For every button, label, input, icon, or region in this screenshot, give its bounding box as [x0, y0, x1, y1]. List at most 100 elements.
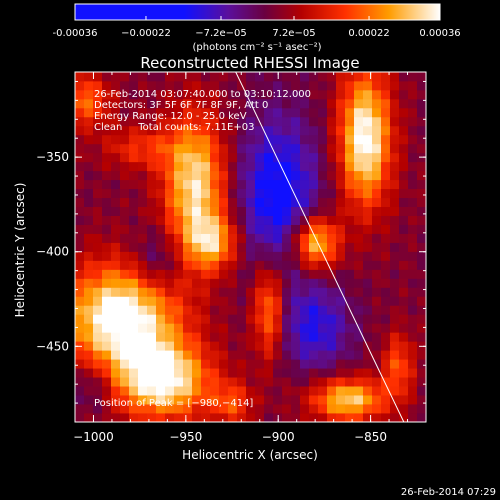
heatmap-cell	[399, 260, 409, 270]
heatmap-cell	[147, 233, 157, 243]
heatmap-cell	[201, 179, 211, 190]
heatmap-cell	[84, 296, 94, 306]
heatmap-cell	[147, 197, 157, 208]
heatmap-cell	[246, 305, 256, 315]
heatmap-cell	[102, 350, 112, 360]
heatmap-cell	[174, 368, 184, 378]
heatmap-cell	[102, 395, 112, 405]
heatmap-cell	[327, 395, 337, 405]
heatmap-cell	[183, 350, 193, 360]
heatmap-cell	[345, 233, 355, 243]
heatmap-cell	[336, 125, 346, 136]
heatmap-cell	[408, 251, 418, 261]
heatmap-cell	[336, 161, 346, 172]
heatmap-cell	[300, 314, 310, 324]
heatmap-cell	[156, 377, 166, 387]
annotation-time-range: 26-Feb-2014 03:07:40.000 to 03:10:12.000	[94, 89, 311, 100]
heatmap-cell	[246, 350, 256, 360]
heatmap-cell	[120, 314, 130, 324]
heatmap-cell	[156, 287, 166, 297]
heatmap-cell	[381, 125, 391, 136]
heatmap-cell	[120, 143, 130, 154]
heatmap-cell	[264, 72, 274, 82]
heatmap-cell	[111, 98, 121, 109]
heatmap-cell	[264, 278, 274, 288]
heatmap-cell	[219, 233, 229, 243]
heatmap-cell	[417, 197, 426, 208]
heatmap-cell	[381, 269, 391, 279]
heatmap-cell	[372, 314, 382, 324]
heatmap-cell	[408, 233, 418, 243]
heatmap-cell	[390, 287, 400, 297]
heatmap-cell	[75, 269, 85, 279]
heatmap-cell	[273, 368, 283, 378]
heatmap-cell	[228, 134, 238, 145]
heatmap-cell	[354, 305, 364, 315]
heatmap-cell	[228, 386, 238, 396]
heatmap-cell	[219, 161, 229, 172]
heatmap-cell	[309, 197, 319, 208]
heatmap-cell	[174, 332, 184, 342]
heatmap-cell	[165, 107, 175, 118]
heatmap-cell	[165, 98, 175, 109]
heatmap-cell	[228, 161, 238, 172]
heatmap-cell	[174, 233, 184, 243]
heatmap-cell	[237, 80, 247, 91]
heatmap-cell	[291, 215, 301, 225]
heatmap-cell	[156, 332, 166, 342]
heatmap-cell	[300, 206, 310, 216]
heatmap-cell	[291, 107, 301, 118]
heatmap-cell	[372, 116, 382, 127]
heatmap-cell	[246, 179, 256, 190]
heatmap-cell	[381, 188, 391, 199]
heatmap-cell	[138, 188, 148, 199]
heatmap-cell	[381, 404, 391, 414]
heatmap-cell	[327, 251, 337, 261]
heatmap-cell	[390, 251, 400, 261]
heatmap-cell	[75, 314, 85, 324]
heatmap-cell	[156, 251, 166, 261]
heatmap-cell	[372, 323, 382, 333]
heatmap-cell	[318, 368, 328, 378]
heatmap-cell	[102, 359, 112, 369]
heatmap-cell	[75, 215, 85, 225]
heatmap-cell	[255, 170, 265, 181]
heatmap-cell	[174, 251, 184, 261]
heatmap-cell	[381, 260, 391, 270]
heatmap-cell	[264, 215, 274, 225]
heatmap-cell	[174, 350, 184, 360]
heatmap-cell	[390, 395, 400, 405]
heatmap-cell	[327, 179, 337, 190]
heatmap-cell	[318, 332, 328, 342]
heatmap-cell	[129, 206, 139, 216]
heatmap-cell	[354, 350, 364, 360]
heatmap-cell	[255, 332, 265, 342]
heatmap-cell	[102, 368, 112, 378]
heatmap-cell	[183, 125, 193, 136]
heatmap-cell	[390, 386, 400, 396]
heatmap-cell	[84, 161, 94, 172]
heatmap-cell	[192, 242, 202, 252]
plot-frame	[74, 71, 427, 423]
heatmap-cell	[102, 72, 112, 82]
heatmap-cell	[291, 72, 301, 82]
heatmap-cell	[138, 197, 148, 208]
heatmap-cell	[354, 72, 364, 82]
heatmap-cell	[111, 143, 121, 154]
heatmap-cell	[381, 341, 391, 351]
heatmap-cell	[255, 386, 265, 396]
heatmap-cell	[327, 134, 337, 145]
heatmap-cell	[264, 224, 274, 234]
heatmap-cell	[174, 377, 184, 387]
y-tick-label: −400	[36, 245, 69, 259]
heatmap-cell	[183, 107, 193, 118]
heatmap-cell	[219, 72, 229, 82]
heatmap-cell	[219, 170, 229, 181]
heatmap-cell	[372, 305, 382, 315]
heatmap-cell	[183, 395, 193, 405]
heatmap-cell	[183, 206, 193, 216]
heatmap-cell	[408, 179, 418, 190]
heatmap-cell	[282, 188, 292, 199]
heatmap-cell	[75, 134, 85, 145]
heatmap-cell	[138, 350, 148, 360]
